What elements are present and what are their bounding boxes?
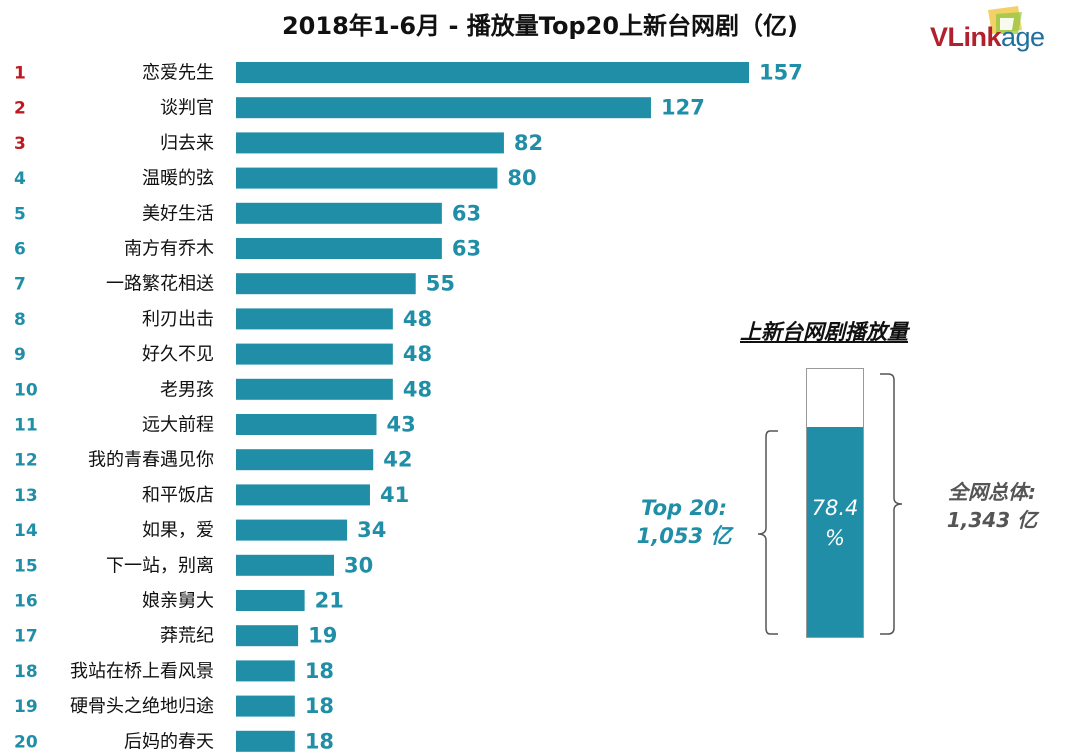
rank-label: 2 xyxy=(14,99,26,119)
value-label: 55 xyxy=(426,272,455,296)
share-percent-sign: % xyxy=(825,526,845,550)
bar xyxy=(236,378,393,400)
bar xyxy=(236,343,393,365)
bar xyxy=(236,238,442,259)
category-label: 好久不见 xyxy=(142,344,214,365)
value-label: 41 xyxy=(380,483,409,507)
top20-label-line1: Top 20: xyxy=(640,496,727,520)
bar xyxy=(236,62,749,83)
share-gauge xyxy=(806,368,864,638)
rank-label: 13 xyxy=(14,486,38,506)
vlinkage-logo: VLinkage xyxy=(926,4,1076,64)
top20-label-line2: 1,053 亿 xyxy=(636,524,732,548)
value-label: 34 xyxy=(357,518,386,542)
chart-title: 2018年1-6月 - 播放量Top20上新台网剧（亿) xyxy=(281,12,799,40)
bar xyxy=(236,414,377,435)
bar xyxy=(236,730,295,752)
bar xyxy=(236,308,393,330)
bar xyxy=(236,695,295,717)
value-label: 48 xyxy=(403,342,432,366)
rank-label: 12 xyxy=(14,451,38,471)
bar xyxy=(236,97,651,119)
value-label: 48 xyxy=(403,377,432,401)
category-label: 南方有乔木 xyxy=(124,239,214,260)
rank-label: 16 xyxy=(14,592,38,612)
share-title: 上新台网剧播放量 xyxy=(740,320,908,344)
value-label: 157 xyxy=(759,61,803,85)
bar xyxy=(236,202,442,224)
category-label: 和平饭店 xyxy=(142,485,214,506)
category-label: 下一站，别离 xyxy=(106,555,214,576)
bar xyxy=(236,519,348,541)
rank-label: 10 xyxy=(14,380,38,400)
bar xyxy=(236,484,370,506)
category-label: 我的青春遇见你 xyxy=(88,450,214,471)
category-label: 一路繁花相送 xyxy=(106,274,214,295)
category-label: 归去来 xyxy=(160,133,214,154)
category-label: 娘亲舅大 xyxy=(142,591,214,612)
logo-text-part1: VLink xyxy=(930,22,1002,52)
bar xyxy=(236,273,416,295)
value-label: 63 xyxy=(452,237,481,261)
logo-text-part2: age xyxy=(1001,22,1045,52)
top20-total-label: Top 20: 1,053 亿 xyxy=(614,494,754,550)
bar xyxy=(236,625,299,647)
logo-mark-icon xyxy=(988,6,1022,34)
category-label: 老男孩 xyxy=(160,379,214,400)
value-label: 48 xyxy=(403,307,432,331)
bar xyxy=(236,554,335,576)
category-label: 莽荒纪 xyxy=(160,626,214,647)
category-label: 恋爱先生 xyxy=(142,62,214,84)
rank-label: 11 xyxy=(14,416,38,436)
value-label: 127 xyxy=(661,96,705,120)
rank-label: 6 xyxy=(14,240,26,260)
rank-label: 1 xyxy=(14,64,26,84)
rank-label: 15 xyxy=(14,556,38,576)
network-total-label: 全网总体: 1,343 亿 xyxy=(922,478,1062,534)
rank-label: 5 xyxy=(14,204,26,224)
rank-label: 17 xyxy=(14,627,38,647)
category-label: 谈判官 xyxy=(160,98,214,119)
value-label: 30 xyxy=(344,553,373,577)
value-label: 18 xyxy=(305,729,334,753)
rank-label: 18 xyxy=(14,662,38,682)
logo-text: VLinkage xyxy=(930,22,1045,53)
value-label: 63 xyxy=(452,201,481,225)
bar xyxy=(236,660,295,682)
rank-label: 4 xyxy=(14,169,26,189)
category-label: 如果，爱 xyxy=(142,520,214,541)
bar xyxy=(236,167,498,189)
share-gauge-fill xyxy=(807,426,863,637)
category-label: 远大前程 xyxy=(142,415,214,436)
value-label: 80 xyxy=(507,166,536,190)
rank-label: 14 xyxy=(14,521,38,541)
share-percent-value: 78.4 xyxy=(811,496,859,520)
bar xyxy=(236,449,374,471)
value-label: 82 xyxy=(514,131,543,155)
category-label: 温暖的弦 xyxy=(142,168,214,189)
rank-label: 3 xyxy=(14,134,26,154)
value-label: 21 xyxy=(315,589,344,613)
rank-label: 8 xyxy=(14,310,26,330)
rank-label: 7 xyxy=(14,275,26,295)
value-label: 19 xyxy=(308,624,337,648)
share-percent: 78.4 % xyxy=(806,493,864,553)
rank-label: 9 xyxy=(14,345,26,365)
category-label: 美好生活 xyxy=(142,203,214,224)
value-label: 18 xyxy=(305,659,334,683)
bar xyxy=(236,590,305,611)
category-label: 利刃出击 xyxy=(142,309,214,330)
bar xyxy=(236,132,504,154)
category-label: 我站在桥上看风景 xyxy=(70,661,214,682)
value-label: 18 xyxy=(305,694,334,718)
value-label: 43 xyxy=(387,413,416,437)
total-label-line2: 1,343 亿 xyxy=(946,508,1038,532)
value-label: 42 xyxy=(383,448,412,472)
category-label: 后妈的春天 xyxy=(124,731,214,752)
total-label-line1: 全网总体: xyxy=(948,480,1036,504)
category-label: 硬骨头之绝地归途 xyxy=(70,696,214,717)
rank-label: 19 xyxy=(14,697,38,717)
rank-label: 20 xyxy=(14,732,38,752)
